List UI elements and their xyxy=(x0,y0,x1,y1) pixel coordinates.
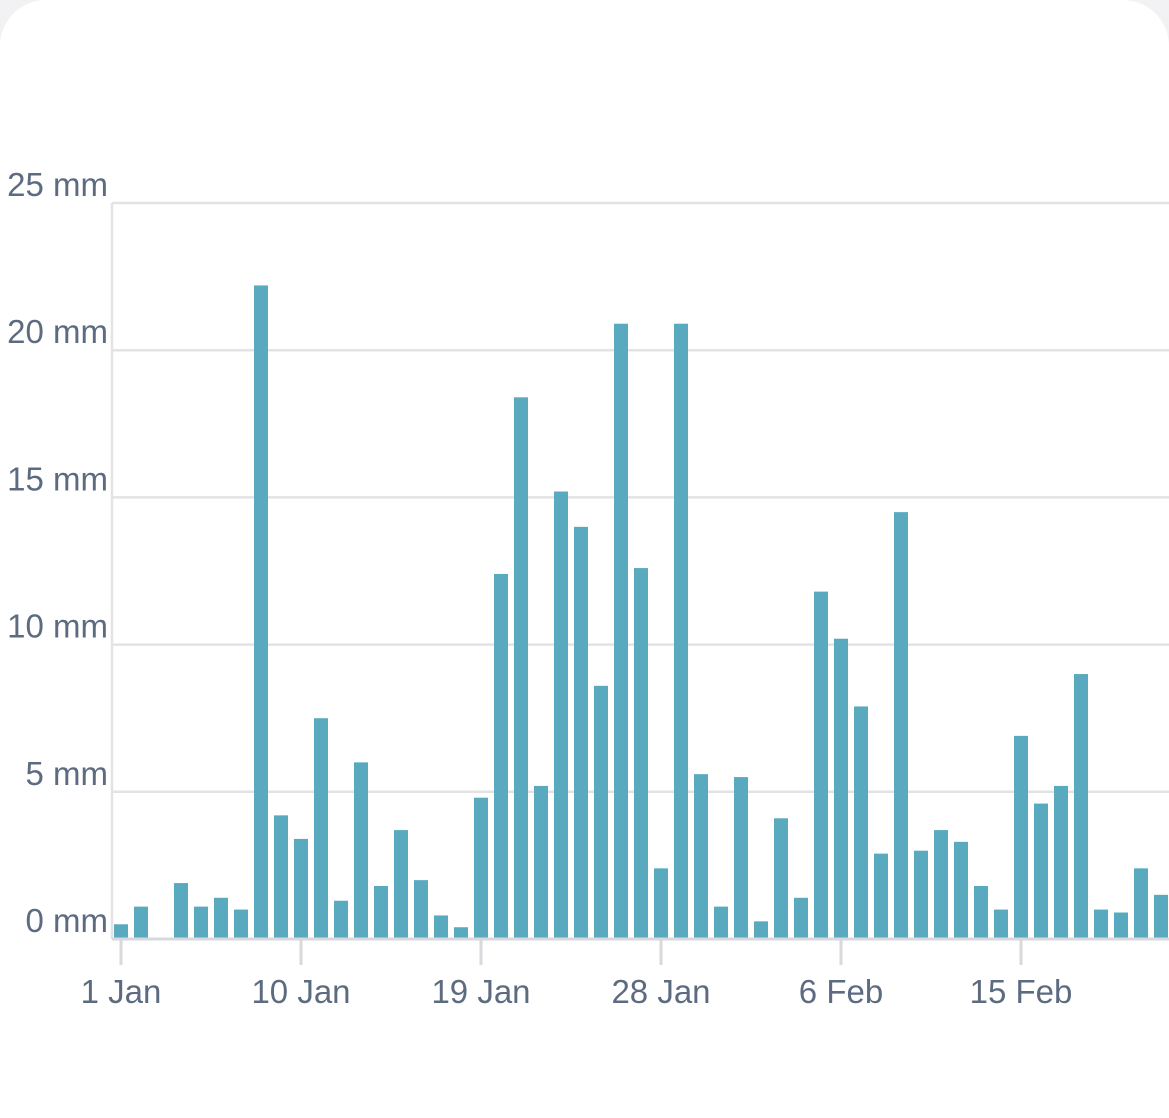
bar-11-feb[interactable]: 11 Feb: 3.7 mm xyxy=(934,830,948,939)
bar-5-feb[interactable]: 5 Feb: 11.8 mm xyxy=(814,591,828,939)
x-axis-labels: 1 Jan 10 Jan 19 Jan 28 Jan 6 Feb 15 Feb xyxy=(81,973,1073,1010)
bar-12-jan[interactable]: 12 Jan: 1.3 mm xyxy=(334,900,348,939)
bar-6-feb[interactable]: 6 Feb: 10.2 mm xyxy=(834,638,848,939)
bar-24-jan[interactable]: 24 Jan: 14 mm xyxy=(574,526,588,939)
y-tick-label: 15 mm xyxy=(7,460,108,497)
bar-13-jan[interactable]: 13 Jan: 6 mm xyxy=(354,762,368,939)
y-tick-label: 10 mm xyxy=(7,608,108,645)
x-tick-label: 1 Jan xyxy=(81,973,162,1010)
x-tick-label: 28 Jan xyxy=(611,973,710,1010)
y-tick-label: 25 mm xyxy=(7,166,108,203)
bar-8-jan[interactable]: 8 Jan: 22.2 mm xyxy=(254,285,268,939)
bar-17-jan[interactable]: 17 Jan: 0.8 mm xyxy=(434,915,448,939)
bar-15-feb[interactable]: 15 Feb: 6.9 mm xyxy=(1014,735,1028,939)
bar-3-feb[interactable]: 3 Feb: 4.1 mm xyxy=(774,818,788,939)
bar-7-jan[interactable]: 7 Jan: 1 mm xyxy=(234,909,248,939)
bar-18-jan[interactable]: 18 Jan: 0.4 mm xyxy=(454,927,468,939)
x-tick-label: 19 Jan xyxy=(431,973,530,1010)
bar-29-jan[interactable]: 29 Jan: 20.9 mm xyxy=(674,323,688,940)
bar-30-jan[interactable]: 30 Jan: 5.6 mm xyxy=(694,774,708,939)
x-tick-label: 15 Feb xyxy=(970,973,1073,1010)
bar-26-jan[interactable]: 26 Jan: 20.9 mm xyxy=(614,323,628,940)
bar-14-feb[interactable]: 14 Feb: 1 mm xyxy=(994,909,1008,939)
bar-28-jan[interactable]: 28 Jan: 2.4 mm xyxy=(654,868,668,939)
bar-22-jan[interactable]: 22 Jan: 5.2 mm xyxy=(534,785,548,939)
bar-25-jan[interactable]: 25 Jan: 8.6 mm xyxy=(594,685,608,939)
bar-13-feb[interactable]: 13 Feb: 1.8 mm xyxy=(974,886,988,939)
bar-11-jan[interactable]: 11 Jan: 7.5 mm xyxy=(314,718,328,939)
bar-23-jan[interactable]: 23 Jan: 15.2 mm xyxy=(554,491,568,939)
bar-8-feb[interactable]: 8 Feb: 2.9 mm xyxy=(874,853,888,939)
bar-6-jan[interactable]: 6 Jan: 1.4 mm xyxy=(214,897,228,939)
bar-10-feb[interactable]: 10 Feb: 3 mm xyxy=(914,850,928,939)
bar-1-feb[interactable]: 1 Feb: 5.5 mm xyxy=(734,777,748,939)
bar-18-feb[interactable]: 18 Feb: 9 mm xyxy=(1074,674,1088,939)
bar-19-jan[interactable]: 19 Jan: 4.8 mm xyxy=(474,797,488,939)
bar-31-jan[interactable]: 31 Jan: 1.1 mm xyxy=(714,906,728,939)
bars: 1 Jan: 0.5 mm 2 Jan: 1.1 mm 4 Jan: 1.9 mm 5… xyxy=(114,285,1168,940)
grid-lines xyxy=(110,201,1169,939)
y-tick-label: 0 mm xyxy=(26,902,109,939)
bar-14-jan[interactable]: 14 Jan: 1.8 mm xyxy=(374,886,388,939)
bar-21-jan[interactable]: 21 Jan: 18.4 mm xyxy=(514,397,528,940)
bar-7-feb[interactable]: 7 Feb: 7.9 mm xyxy=(854,706,868,939)
bar-21-feb[interactable]: 21 Feb: 2.4 mm xyxy=(1134,868,1148,939)
bar-17-feb[interactable]: 17 Feb: 5.2 mm xyxy=(1054,785,1068,939)
bar-10-jan[interactable]: 10 Jan: 3.4 mm xyxy=(294,838,308,939)
bar-9-jan[interactable]: 9 Jan: 4.2 mm xyxy=(274,815,288,939)
bar-2-feb[interactable]: 2 Feb: 0.6 mm xyxy=(754,921,768,939)
x-axis xyxy=(112,937,1169,965)
bar-4-feb[interactable]: 4 Feb: 1.4 mm xyxy=(794,897,808,939)
y-tick-label: 5 mm xyxy=(26,755,109,792)
bar-22-feb[interactable]: 22 Feb: 1.5 mm xyxy=(1154,894,1168,939)
bar-19-feb[interactable]: 19 Feb: 1 mm xyxy=(1094,909,1108,939)
bar-2-jan[interactable]: 2 Jan: 1.1 mm xyxy=(134,906,148,939)
bar-4-jan[interactable]: 4 Jan: 1.9 mm xyxy=(174,883,188,939)
y-tick-label: 20 mm xyxy=(7,313,108,350)
bar-1-jan[interactable]: 1 Jan: 0.5 mm xyxy=(114,924,128,939)
bar-16-feb[interactable]: 16 Feb: 4.6 mm xyxy=(1034,803,1048,939)
bar-9-feb[interactable]: 9 Feb: 14.5 mm xyxy=(894,512,908,939)
x-tick-label: 6 Feb xyxy=(799,973,883,1010)
bar-15-jan[interactable]: 15 Jan: 3.7 mm xyxy=(394,830,408,939)
bar-20-jan[interactable]: 20 Jan: 12.4 mm xyxy=(494,573,508,939)
x-tick-label: 10 Jan xyxy=(251,973,350,1010)
bar-12-feb[interactable]: 12 Feb: 3.3 mm xyxy=(954,841,968,939)
bar-27-jan[interactable]: 27 Jan: 12.6 mm xyxy=(634,568,648,939)
y-axis-labels: 0 mm 5 mm 10 mm 15 mm 20 mm 25 mm xyxy=(7,166,108,939)
bar-20-feb[interactable]: 20 Feb: 0.9 mm xyxy=(1114,912,1128,939)
bar-16-jan[interactable]: 16 Jan: 2 mm xyxy=(414,880,428,939)
bar-5-jan[interactable]: 5 Jan: 1.1 mm xyxy=(194,906,208,939)
